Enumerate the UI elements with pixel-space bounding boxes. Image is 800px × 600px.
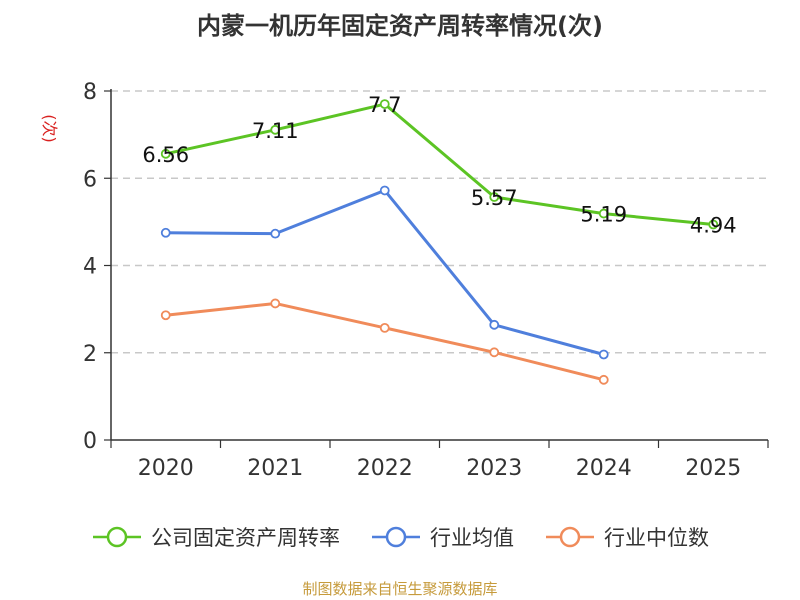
- data-point: [270, 298, 281, 309]
- legend-label: 行业中位数: [604, 526, 709, 550]
- data-point: [270, 228, 281, 239]
- data-point: [160, 148, 171, 159]
- legend-item-industry-mean[interactable]: 行业均值: [370, 522, 514, 552]
- x-tick-label: 2020: [138, 456, 194, 481]
- data-point: [708, 219, 719, 230]
- legend-item-industry-median[interactable]: 行业中位数: [544, 522, 709, 552]
- data-point: [489, 347, 500, 358]
- data-point: [160, 310, 171, 321]
- legend-line-marker-icon: [546, 526, 594, 548]
- legend-circle: [559, 526, 581, 548]
- y-tick-label: 0: [83, 429, 97, 454]
- data-point: [160, 227, 171, 238]
- data-point: [270, 124, 281, 135]
- x-tick-label: 2021: [247, 456, 303, 481]
- data-label: 5.57: [471, 186, 518, 210]
- x-tick-label: 2022: [357, 456, 413, 481]
- data-point: [598, 208, 609, 219]
- series-0: 6.56 7.11 7.7 5.57 5.19 4.94: [142, 93, 736, 237]
- x-tick-label: 2024: [576, 456, 632, 481]
- data-point: [489, 319, 500, 330]
- chart-title: 内蒙一机历年固定资产周转率情况(次): [197, 12, 603, 40]
- x-tick-label: 2023: [466, 456, 522, 481]
- y-tick-label: 2: [83, 342, 97, 367]
- series-line: [165, 301, 605, 382]
- data-label: 7.7: [368, 93, 401, 117]
- series-line: [165, 102, 714, 226]
- y-tick-label: 4: [83, 255, 97, 280]
- legend-circle: [106, 526, 128, 548]
- y-tick-label: 6: [83, 167, 97, 192]
- legend: 公司固定资产周转率 行业均值 行业中位数: [0, 520, 800, 554]
- series-2: [160, 298, 609, 385]
- legend-label: 公司固定资产周转率: [151, 526, 340, 550]
- y-tick-label: 8: [83, 80, 97, 105]
- y-axis-label: (次): [40, 114, 59, 143]
- data-point: [379, 185, 390, 196]
- data-label: 4.94: [690, 213, 737, 237]
- source-note: 制图数据来自恒生聚源数据库: [302, 580, 498, 598]
- series-1: [160, 185, 609, 360]
- data-point: [598, 349, 609, 360]
- data-label: 7.11: [252, 119, 299, 143]
- data-point: [598, 374, 609, 385]
- legend-line-marker-icon: [93, 526, 141, 548]
- x-tick-label: 2025: [685, 456, 741, 481]
- data-point: [379, 322, 390, 333]
- legend-circle: [385, 526, 407, 548]
- data-label: 5.19: [580, 203, 627, 227]
- legend-line-marker-icon: [372, 526, 420, 548]
- legend-item-company[interactable]: 公司固定资产周转率: [91, 522, 340, 552]
- data-point: [379, 99, 390, 109]
- data-point: [489, 192, 500, 202]
- data-label: 6.56: [142, 143, 189, 167]
- legend-label: 行业均值: [430, 526, 514, 550]
